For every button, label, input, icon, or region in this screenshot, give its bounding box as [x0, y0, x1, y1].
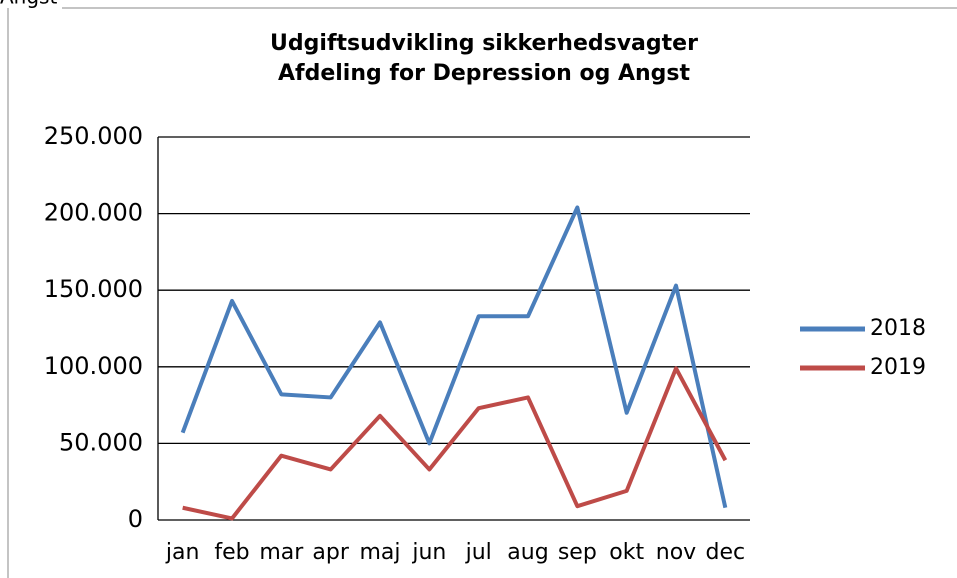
- x-tick-label: mar: [259, 540, 304, 565]
- x-tick-label: jan: [165, 540, 200, 565]
- x-tick-label: okt: [609, 540, 644, 565]
- x-tick-label: sep: [558, 540, 597, 565]
- y-tick-label: 200.000: [44, 199, 143, 227]
- chart-subtitle: Afdeling for Depression og Angst: [278, 61, 691, 86]
- x-tick-label: dec: [706, 540, 746, 565]
- x-tick-label: jun: [411, 540, 446, 565]
- legend-label: 2019: [870, 355, 926, 380]
- x-tick-label: nov: [656, 540, 696, 565]
- y-tick-label: 150.000: [44, 275, 143, 303]
- chart-title: Udgiftsudvikling sikkerhedsvagter: [270, 31, 698, 56]
- series-line: [180, 205, 728, 509]
- caption: Angst: [0, 0, 57, 9]
- series-line: [182, 366, 728, 521]
- x-tick-label: feb: [214, 540, 249, 565]
- x-tick-label: jul: [465, 540, 492, 565]
- legend-label: 2018: [870, 316, 926, 341]
- x-tick-label: aug: [507, 540, 548, 565]
- y-tick-label: 100.000: [44, 352, 143, 380]
- x-tick-label: maj: [359, 540, 400, 565]
- y-tick-label: 50.000: [59, 428, 143, 456]
- x-tick-label: apr: [312, 540, 349, 565]
- y-tick-label: 250.000: [44, 122, 143, 150]
- y-tick-label: 0: [128, 505, 143, 533]
